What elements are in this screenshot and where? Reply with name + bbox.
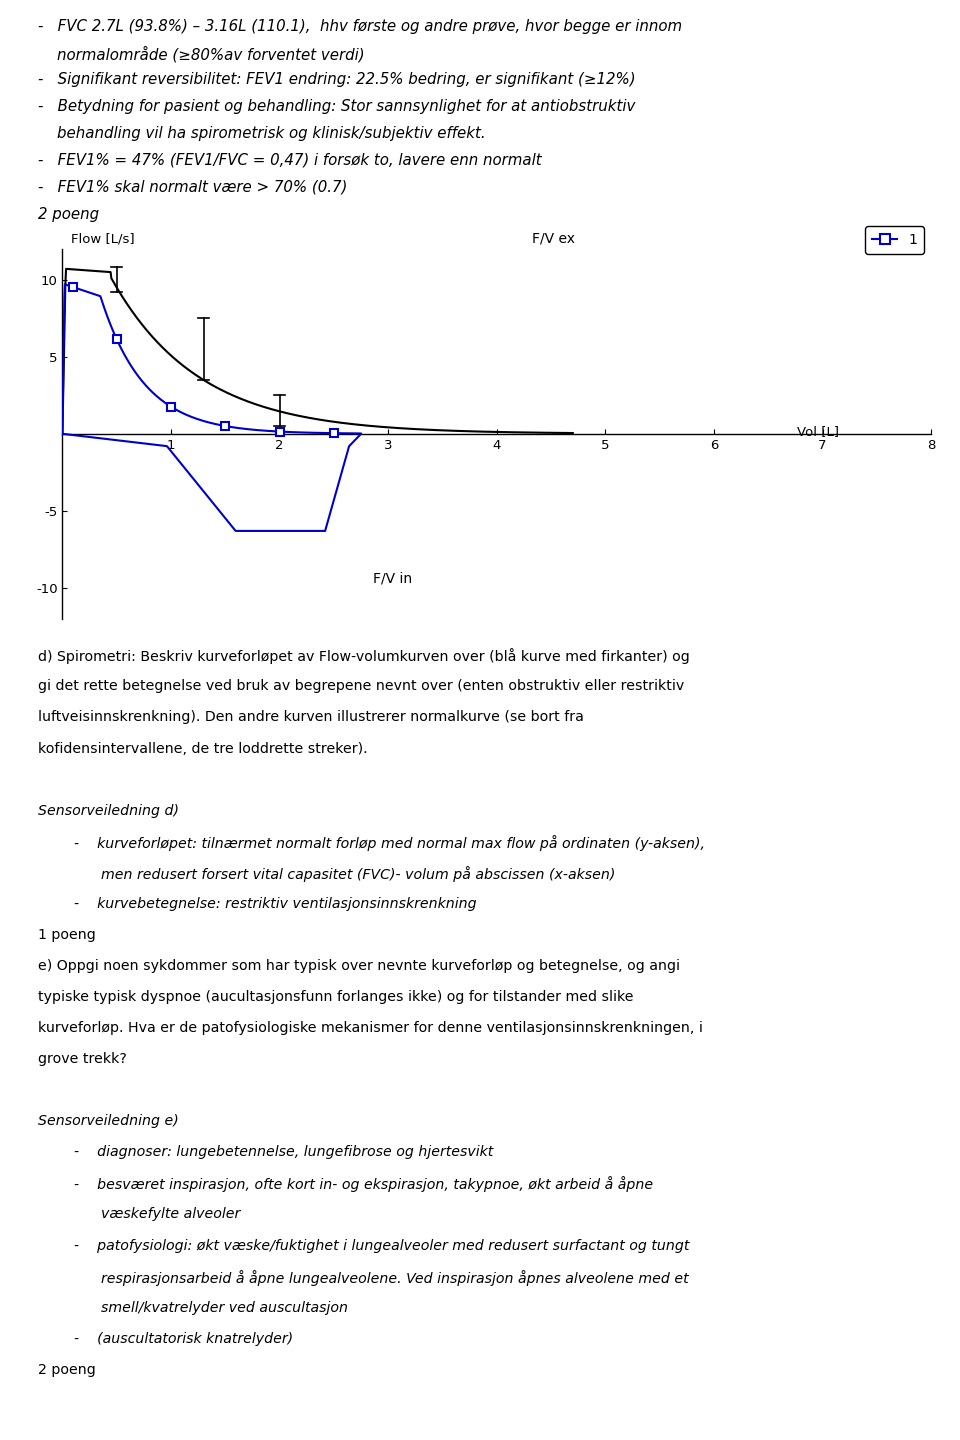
Text: -    kurveforløpet: tilnærmet normalt forløp med normal max flow på ordinaten (y: - kurveforløpet: tilnærmet normalt forlø… [75,835,706,851]
Text: respirasjonsarbeid å åpne lungealveolene. Ved inspirasjon åpnes alveolene med et: respirasjonsarbeid å åpne lungealveolene… [75,1270,689,1286]
Text: 2 poeng: 2 poeng [38,206,100,222]
Text: -   FVC 2.7L (93.8%) – 3.16L (110.1),  hhv første og andre prøve, hvor begge er : - FVC 2.7L (93.8%) – 3.16L (110.1), hhv … [38,19,683,33]
Legend: 1: 1 [865,226,924,253]
Text: typiske typisk dyspnoe (aucultasjonsfunn forlanges ikke) og for tilstander med s: typiske typisk dyspnoe (aucultasjonsfunn… [38,991,634,1004]
Text: 2 poeng: 2 poeng [38,1362,96,1377]
Text: Sensorveiledning e): Sensorveiledning e) [38,1115,180,1129]
Text: d) Spirometri: Beskriv kurveforløpet av Flow-volumkurven over (blå kurve med fir: d) Spirometri: Beskriv kurveforløpet av … [38,648,690,664]
Text: smell/kvatrelyder ved auscultasjon: smell/kvatrelyder ved auscultasjon [75,1300,348,1315]
Text: -   FEV1% skal normalt være > 70% (0.7): - FEV1% skal normalt være > 70% (0.7) [38,180,348,194]
Text: luftveisinnskrenkning). Den andre kurven illustrerer normalkurve (se bort fra: luftveisinnskrenkning). Den andre kurven… [38,710,585,724]
Text: kofidensintervallene, de tre loddrette streker).: kofidensintervallene, de tre loddrette s… [38,742,368,756]
Text: Vol [L]: Vol [L] [797,425,838,438]
Text: Sensorveiledning d): Sensorveiledning d) [38,804,180,818]
Text: grove trekk?: grove trekk? [38,1053,128,1066]
Text: kurveforløp. Hva er de patofysiologiske mekanismer for denne ventilasjonsinnskre: kurveforløp. Hva er de patofysiologiske … [38,1021,704,1035]
Text: gi det rette betegnelse ved bruk av begrepene nevnt over (enten obstruktiv eller: gi det rette betegnelse ved bruk av begr… [38,680,684,694]
Text: F/V ex: F/V ex [532,230,574,245]
Text: væskefylte alveoler: væskefylte alveoler [75,1208,241,1221]
Text: -    besværet inspirasjon, ofte kort in- og ekspirasjon, takypnoe, økt arbeid å : - besværet inspirasjon, ofte kort in- og… [75,1176,654,1192]
Text: normalområde (≥80%av forventet verdi): normalområde (≥80%av forventet verdi) [38,46,365,62]
Text: -   Signifikant reversibilitet: FEV1 endring: 22.5% bedring, er signifikant (≥12: - Signifikant reversibilitet: FEV1 endri… [38,72,636,88]
Text: -    (auscultatorisk knatrelyder): - (auscultatorisk knatrelyder) [75,1332,294,1346]
Text: -    kurvebetegnelse: restriktiv ventilasjonsinnskrenkning: - kurvebetegnelse: restriktiv ventilasjo… [75,897,477,912]
Text: -   Betydning for pasient og behandling: Stor sannsynlighet for at antiobstrukti: - Betydning for pasient og behandling: S… [38,99,636,114]
Text: behandling vil ha spirometrisk og klinisk/subjektiv effekt.: behandling vil ha spirometrisk og klinis… [38,127,486,141]
Text: e) Oppgi noen sykdommer som har typisk over nevnte kurveforløp og betegnelse, og: e) Oppgi noen sykdommer som har typisk o… [38,959,681,973]
Text: F/V in: F/V in [373,572,412,586]
Text: men redusert forsert vital capasitet (FVC)- volum på abscissen (x-aksen): men redusert forsert vital capasitet (FV… [75,865,616,881]
Text: -    patofysiologi: økt væske/fuktighet i lungealveoler med redusert surfactant : - patofysiologi: økt væske/fuktighet i l… [75,1238,690,1253]
Text: -   FEV1% = 47% (FEV1/FVC = 0,47) i forsøk to, lavere enn normalt: - FEV1% = 47% (FEV1/FVC = 0,47) i forsøk… [38,153,542,168]
Text: Flow [L/s]: Flow [L/s] [71,232,134,245]
Text: 1 poeng: 1 poeng [38,927,96,942]
Text: -    diagnoser: lungebetennelse, lungefibrose og hjertesvikt: - diagnoser: lungebetennelse, lungefibro… [75,1145,493,1159]
